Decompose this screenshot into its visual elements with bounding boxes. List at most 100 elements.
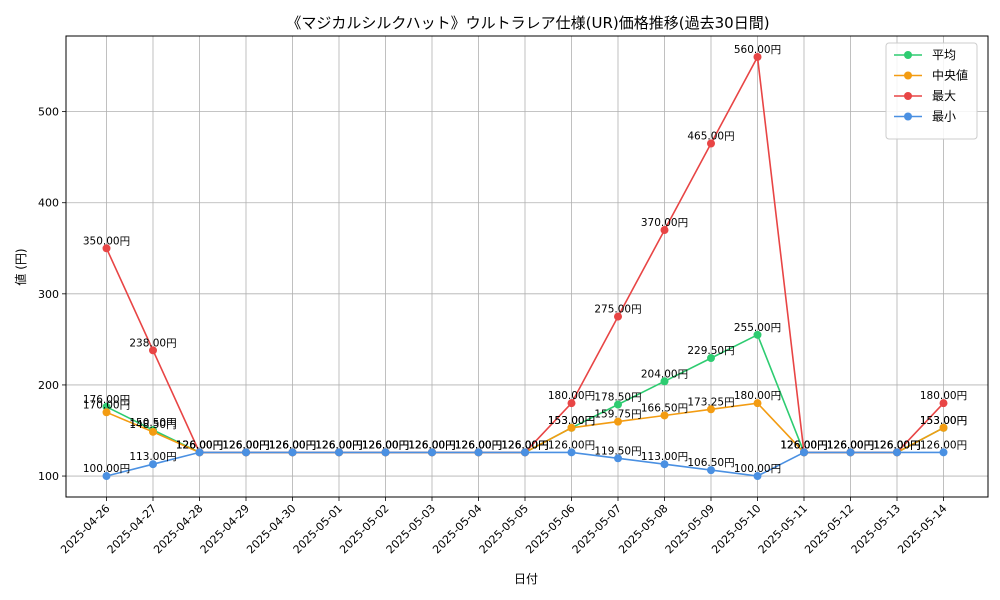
data-label: 126.00円	[780, 439, 827, 451]
data-label: 178.50円	[594, 392, 641, 404]
data-point	[939, 423, 948, 432]
legend-marker	[904, 51, 912, 59]
legend-marker	[904, 92, 912, 100]
data-label: 370.00円	[641, 217, 688, 229]
data-label: 126.00円	[827, 439, 874, 451]
data-point	[614, 454, 622, 463]
data-label: 126.00円	[920, 439, 967, 451]
data-point	[614, 400, 622, 409]
grid-lines	[66, 36, 988, 497]
data-label: 180.00円	[548, 390, 595, 402]
data-label: 126.00円	[455, 439, 502, 451]
data-label: 126.00円	[269, 439, 316, 451]
data-label: 126.00円	[827, 439, 874, 451]
data-label: 126.00円	[501, 439, 548, 451]
data-label: 126.00円	[176, 439, 223, 451]
data-point	[428, 448, 436, 457]
data-point	[939, 399, 948, 408]
data-point	[102, 402, 111, 411]
data-point	[614, 417, 622, 426]
data-label: 173.25円	[687, 396, 734, 408]
data-label: 100.00円	[83, 463, 130, 475]
data-point	[521, 448, 529, 457]
data-point	[800, 448, 808, 457]
legend-label: 中央値	[932, 68, 968, 83]
data-label: 560.00円	[734, 44, 781, 56]
y-tick-label: 500	[38, 106, 59, 119]
data-label: 153.00円	[920, 415, 967, 427]
data-point	[660, 377, 669, 386]
data-point	[474, 448, 483, 457]
data-label: 126.00円	[501, 439, 548, 451]
data-label: 176.00円	[83, 394, 130, 406]
data-label: 126.00円	[315, 439, 362, 451]
data-label: 126.00円	[408, 439, 455, 451]
data-point	[149, 346, 157, 355]
legend-label: 最小	[932, 110, 956, 124]
data-label: 126.00円	[408, 439, 455, 451]
data-label: 126.00円	[222, 439, 269, 451]
data-label: 126.00円	[408, 439, 455, 451]
data-label: 126.00円	[362, 439, 409, 451]
data-point	[753, 330, 762, 339]
data-label: 126.00円	[222, 439, 269, 451]
data-label: 180.00円	[734, 390, 781, 402]
data-label: 126.00円	[827, 439, 874, 451]
data-label: 126.00円	[455, 439, 502, 451]
data-label: 106.50円	[687, 457, 734, 469]
x-tick-label: 2025-05-14	[895, 502, 949, 556]
data-label: 150.50円	[129, 417, 176, 429]
data-label: 126.00円	[780, 439, 827, 451]
x-axis-label: 日付	[514, 572, 538, 586]
data-label: 126.00円	[455, 439, 502, 451]
plot-area	[65, 35, 989, 498]
data-label: 126.00円	[780, 439, 827, 451]
data-point	[753, 472, 762, 481]
data-point	[195, 448, 204, 457]
data-label: 153.00円	[548, 415, 595, 427]
data-label: 126.00円	[176, 439, 223, 451]
data-label: 126.00円	[501, 439, 548, 451]
data-label: 126.00円	[315, 439, 362, 451]
data-label: 153.00円	[920, 415, 967, 427]
y-tick-label: 300	[38, 288, 59, 301]
data-label: 113.00円	[129, 451, 176, 463]
data-label: 126.00円	[269, 439, 316, 451]
data-label: 153.00円	[548, 415, 595, 427]
data-point	[335, 448, 343, 457]
data-point	[939, 448, 948, 457]
data-point	[707, 139, 715, 148]
data-label: 126.00円	[222, 439, 269, 451]
data-point	[149, 427, 157, 436]
data-label: 229.50円	[687, 345, 734, 357]
data-label: 126.00円	[176, 439, 223, 451]
axes: 2025-04-262025-04-272025-04-282025-04-29…	[38, 106, 950, 557]
data-label: 126.00円	[315, 439, 362, 451]
data-label: 126.00円	[455, 439, 502, 451]
data-point	[707, 466, 715, 475]
data-point	[753, 52, 762, 61]
data-label: 126.00円	[269, 439, 316, 451]
data-label: 126.00円	[873, 439, 920, 451]
data-label: 126.00円	[362, 439, 409, 451]
data-point	[149, 460, 157, 469]
data-label: 119.50円	[594, 445, 641, 457]
legend-marker	[904, 71, 912, 80]
data-label: 126.00円	[873, 439, 920, 451]
data-point	[707, 405, 715, 414]
data-label: 126.00円	[780, 439, 827, 451]
data-point	[242, 448, 250, 457]
series-lines	[102, 52, 948, 481]
legend-marker	[904, 112, 912, 121]
y-axis-label: 値 (円)	[13, 248, 28, 285]
data-label: 126.00円	[315, 439, 362, 451]
legend-label: 平均	[932, 48, 956, 62]
data-point	[288, 448, 297, 457]
data-label: 126.00円	[222, 439, 269, 451]
data-point	[660, 460, 669, 469]
data-label: 166.50円	[641, 402, 688, 414]
y-tick-label: 400	[38, 197, 59, 210]
